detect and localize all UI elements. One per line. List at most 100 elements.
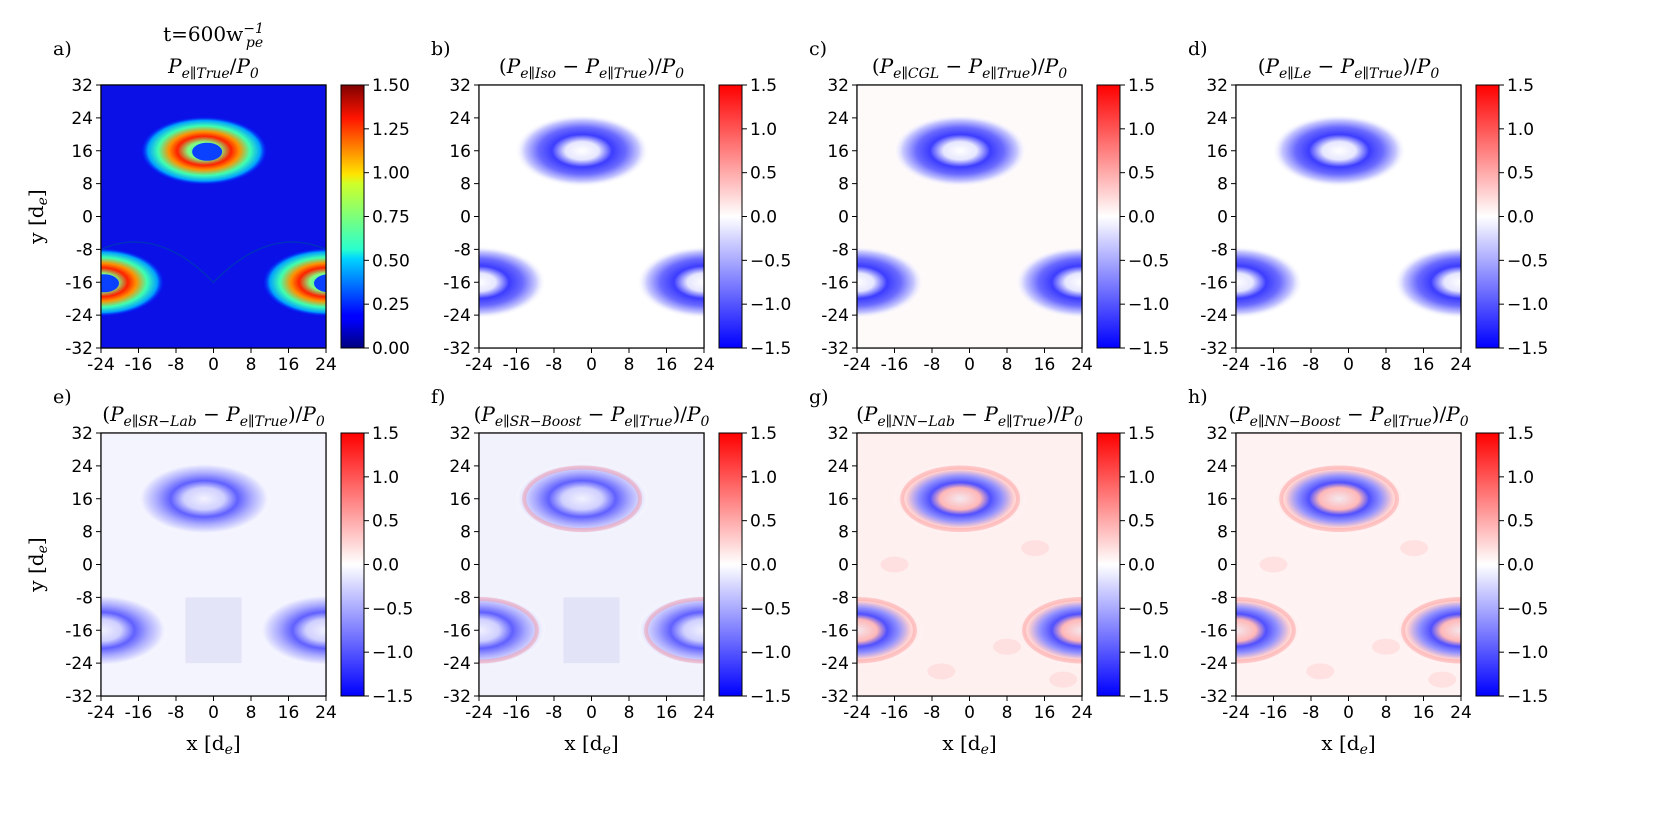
panel-d-title-part: P [1416, 54, 1431, 78]
panel-h-title-part: )/ [1432, 402, 1447, 426]
panel-g-xtick-label: -8 [924, 703, 941, 723]
panel-g-island [1014, 594, 1082, 667]
panel-b-island [636, 246, 704, 319]
panel-d-ytick-label: 0 [1217, 208, 1228, 228]
panel-e-cbar-tick-label: −1.5 [372, 687, 413, 707]
panel-c-cbar-tick-label: −1.5 [1128, 339, 1169, 359]
panel-g-title-part: − [955, 402, 984, 426]
panel-f-xtick-label: 16 [656, 703, 678, 723]
panel-c-cbar-tick-label: 0.5 [1128, 164, 1155, 184]
panel-f-title-part: ( [474, 402, 482, 426]
panel-g-field [857, 433, 1082, 696]
panel-h-noise-patch [1400, 540, 1429, 557]
panel-c-title-part: 0 [1058, 66, 1067, 82]
panel-f-title-part: P [610, 402, 625, 426]
panel-a-ytick-label: 32 [71, 76, 93, 96]
panel-h-ytick-label: 8 [1217, 523, 1228, 543]
panel-b-ytick-label: 24 [449, 109, 471, 129]
panel-h-cbar-tick-label: −1.5 [1507, 687, 1548, 707]
panel-g-ytick-label: 0 [838, 556, 849, 576]
panel-a-title-part: P [235, 54, 250, 78]
panel-a-cbar-tick-label: 0.75 [372, 208, 410, 228]
panel-h-xtick-label: 24 [1450, 703, 1472, 723]
panel-f-xtick-label: -24 [465, 703, 493, 723]
panel-g-title: (Pe∥NN−Lab − Pe∥True)/P0 [856, 402, 1083, 430]
panel-h-ytick-label: -24 [1200, 654, 1228, 674]
panel-g-noise-patch [1049, 671, 1078, 688]
panel-d-title-part: e∥Le [1279, 66, 1311, 82]
panel-e-xtick-label: -8 [168, 703, 185, 723]
panel-e-xtick-label: -24 [87, 703, 115, 723]
panel-c-ytick-label: 8 [838, 175, 849, 195]
panel-d-cbar-tick-label: −1.0 [1507, 295, 1548, 315]
panel-f-xtick-label: 8 [624, 703, 635, 723]
time-label-sup: −1 [243, 21, 264, 37]
panel-d: -24 -16 -8 0 8 16 24-32-24-16-808162432−1.5−1.… [1188, 38, 1548, 375]
panel-g-cbar-tick-label: 0.0 [1128, 556, 1155, 576]
panel-a-frame-top [100, 84, 327, 349]
panel-g-title-part: )/ [1046, 402, 1061, 426]
panel-f-xtick-label: -8 [546, 703, 563, 723]
panel-g-title-part: P [863, 402, 878, 426]
panel-f-island-edge [479, 597, 539, 664]
panel-h-noise-patch [1306, 663, 1335, 680]
panel-g-ytick-label: -32 [821, 687, 849, 707]
panel-f-cbar-tick-label: −1.0 [750, 643, 791, 663]
panel-e-xpoint-patch [185, 597, 242, 664]
panel-e-title-part: P [109, 402, 124, 426]
panel-e-title-part: ( [102, 402, 110, 426]
panel-e-cbar-tick-label: 1.5 [372, 424, 399, 444]
panel-c-ytick-label: 24 [827, 109, 849, 129]
panel-e-ytick-label: -24 [65, 654, 93, 674]
panel-h-xtick-label: 8 [1381, 703, 1392, 723]
panel-b-ytick-label: -8 [454, 240, 471, 260]
xlabel-sub: e [225, 742, 233, 758]
panel-f-ytick-label: -24 [443, 654, 471, 674]
panel-a-island-core [101, 274, 119, 293]
panel-g-title-part: ( [856, 402, 864, 426]
panel-d-xtick-label: 16 [1413, 355, 1435, 375]
panel-b-xtick-label: 0 [586, 355, 597, 375]
panel-h-letter: h) [1188, 386, 1208, 408]
panel-d-ytick-label: -16 [1200, 273, 1228, 293]
panel-g-xtick-label: 0 [964, 703, 975, 723]
panel-e-xtick-label: 8 [246, 703, 257, 723]
panel-a-cbar-tick-label: 0.25 [372, 295, 410, 315]
panel-b-title-part: P [661, 54, 676, 78]
panel-c-island [893, 114, 1028, 187]
panel-h-island-edge [1279, 465, 1400, 532]
panel-a-title: Pe∥True/P0 [167, 54, 259, 82]
panel-h-cbar-tick-label: 0.0 [1507, 556, 1534, 576]
panel-a-xtick-label: 0 [208, 355, 219, 375]
panel-c-xtick-label: 16 [1034, 355, 1056, 375]
panel-e-title-part: P [301, 402, 316, 426]
panel-b-cbar-tick-label: 0.0 [750, 208, 777, 228]
panel-e-ytick-label: 16 [71, 490, 93, 510]
panel-g-ytick-label: -24 [821, 654, 849, 674]
panel-h-island-edge [1401, 597, 1461, 664]
panel-g-island-edge [1022, 597, 1082, 664]
panel-a-xtick-label: -16 [125, 355, 153, 375]
panel-g-cbar-tick-label: −1.0 [1128, 643, 1169, 663]
xlabel-text: x [d [564, 731, 602, 755]
panel-b-title-part: ( [499, 54, 507, 78]
panel-g-noise-patch [927, 663, 956, 680]
panel-h-xtick-label: -24 [1222, 703, 1250, 723]
panel-g-xtick-label: 24 [1071, 703, 1093, 723]
panel-h-title-part: P [1445, 402, 1460, 426]
panel-e-ytick-label: 32 [71, 424, 93, 444]
panel-c-ytick-label: 16 [827, 142, 849, 162]
panel-g-frame-top [856, 432, 1083, 697]
panel-h-xtick-label: 0 [1343, 703, 1354, 723]
time-label-sub: pe [246, 35, 263, 51]
panel-d-cbar-tick-label: −1.5 [1507, 339, 1548, 359]
panel-c-cbar-tick-label: −1.0 [1128, 295, 1169, 315]
panel-g-ytick-label: -8 [832, 588, 849, 608]
panel-d-ytick-label: 8 [1217, 175, 1228, 195]
panel-b-ytick-label: 8 [460, 175, 471, 195]
panel-f-ytick-label: -16 [443, 621, 471, 641]
panel-a-ytick-label: 8 [82, 175, 93, 195]
panel-c-title-part: P [968, 54, 983, 78]
